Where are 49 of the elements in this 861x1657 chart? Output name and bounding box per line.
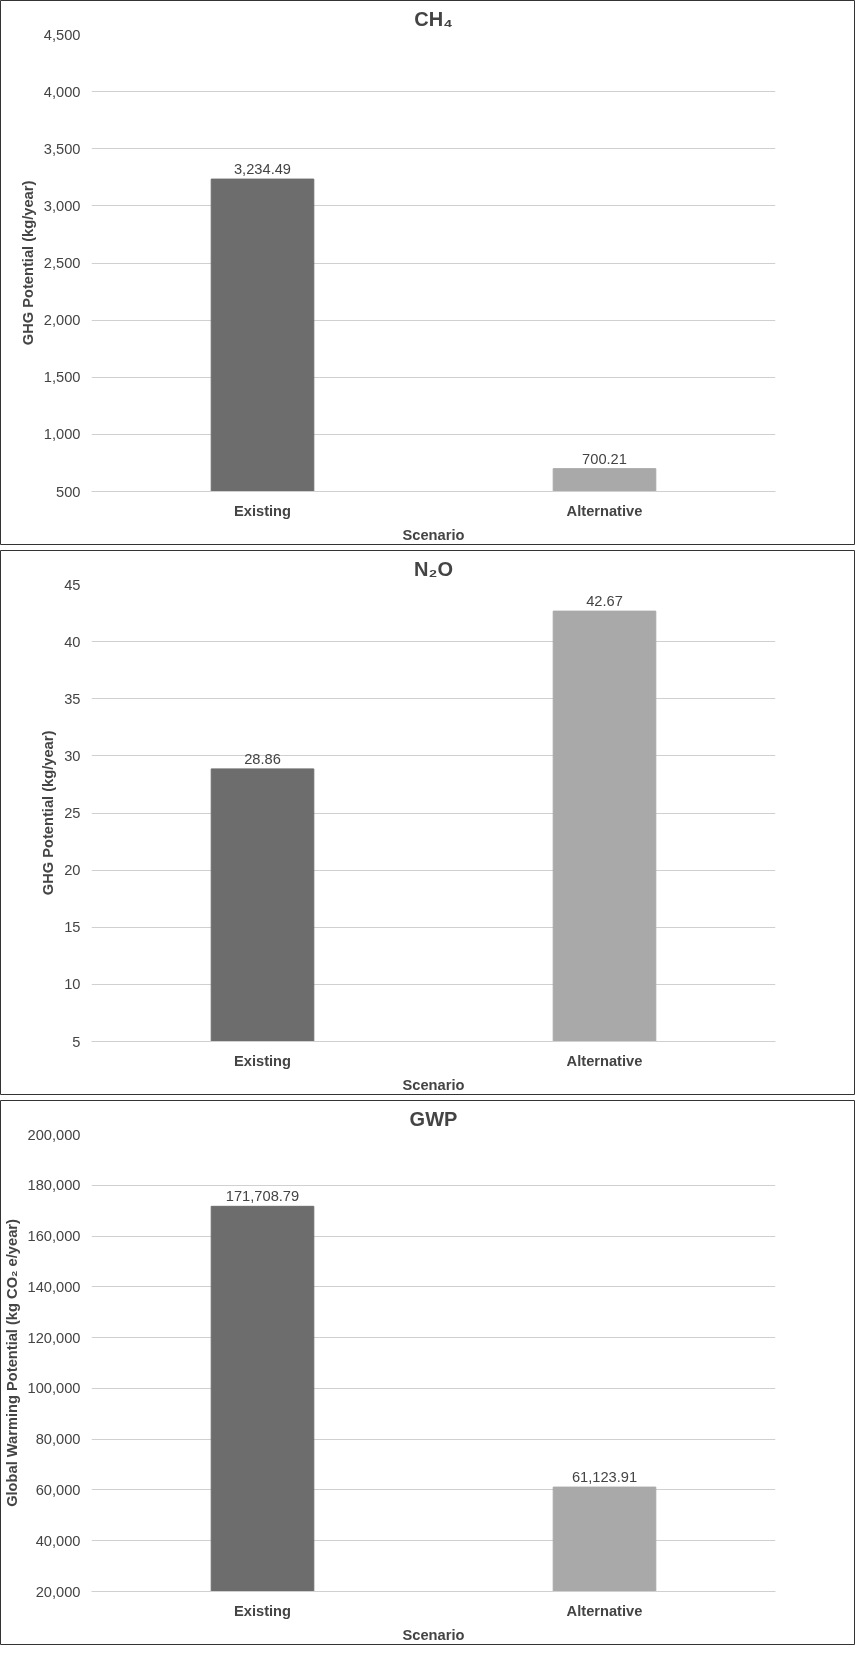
data-label: 171,708.79 (225, 1188, 300, 1205)
data-label: 61,123.91 (571, 1469, 638, 1486)
chart-title: GWP (409, 1107, 458, 1130)
x-axis-title: Scenario (402, 526, 465, 543)
y-tick-label: 45 (64, 576, 81, 593)
y-tick-label: 4,000 (43, 83, 81, 100)
y-axis-title: GHG Potential (kg/year) (19, 180, 36, 346)
y-tick-label: 160,000 (27, 1228, 81, 1245)
y-tick-label: 40,000 (35, 1532, 81, 1549)
y-tick-label: 500 (56, 483, 81, 500)
x-tick-label: Alternative (566, 1052, 643, 1069)
x-tick-label: Alternative (566, 502, 643, 519)
y-tick-label: 200,000 (27, 1126, 81, 1143)
y-tick-label: 25 (64, 805, 81, 821)
x-tick-label: Existing (234, 1602, 292, 1619)
y-tick-label: 140,000 (27, 1278, 81, 1295)
y-tick-label: 60,000 (35, 1481, 81, 1498)
y-tick-label: 120,000 (27, 1329, 81, 1346)
y-tick-label: 80,000 (35, 1431, 81, 1448)
x-axis-title: Scenario (402, 1076, 465, 1093)
y-tick-label: 15 (64, 919, 81, 936)
y-tick-label: 3,000 (43, 197, 81, 214)
y-tick-label: 2,500 (43, 255, 81, 271)
x-tick-label: Alternative (566, 1602, 643, 1619)
y-tick-label: 100,000 (27, 1380, 81, 1397)
chart-title: CH₄ (414, 7, 453, 30)
y-axis-title: GHG Potential (kg/year) (40, 730, 57, 896)
y-tick-label: 20 (64, 862, 81, 879)
data-label: 28.86 (244, 750, 281, 767)
y-tick-label: 3,500 (43, 140, 81, 157)
y-tick-label: 180,000 (27, 1177, 81, 1194)
y-tick-label: 5 (72, 1033, 81, 1050)
x-tick-label: Existing (234, 1052, 292, 1069)
y-tick-label: 35 (64, 690, 81, 707)
y-tick-label: 40 (64, 633, 81, 650)
data-label: 42.67 (586, 593, 623, 610)
y-tick-label: 20,000 (35, 1583, 81, 1600)
data-label: 3,234.49 (233, 161, 292, 178)
chart-title: N₂O (414, 557, 453, 580)
x-tick-label: Existing (234, 502, 292, 519)
y-tick-label: 2,000 (43, 312, 81, 329)
y-tick-label: 4,500 (43, 26, 81, 43)
y-tick-label: 1,500 (43, 369, 81, 386)
data-label: 700.21 (582, 450, 627, 467)
x-axis-title: Scenario (402, 1626, 465, 1643)
y-tick-label: 30 (64, 747, 81, 764)
y-tick-label: 10 (64, 976, 81, 993)
y-axis-title: Global Warming Potential (kg CO₂ e/year) (3, 1219, 20, 1507)
y-tick-label: 1,000 (43, 426, 81, 443)
